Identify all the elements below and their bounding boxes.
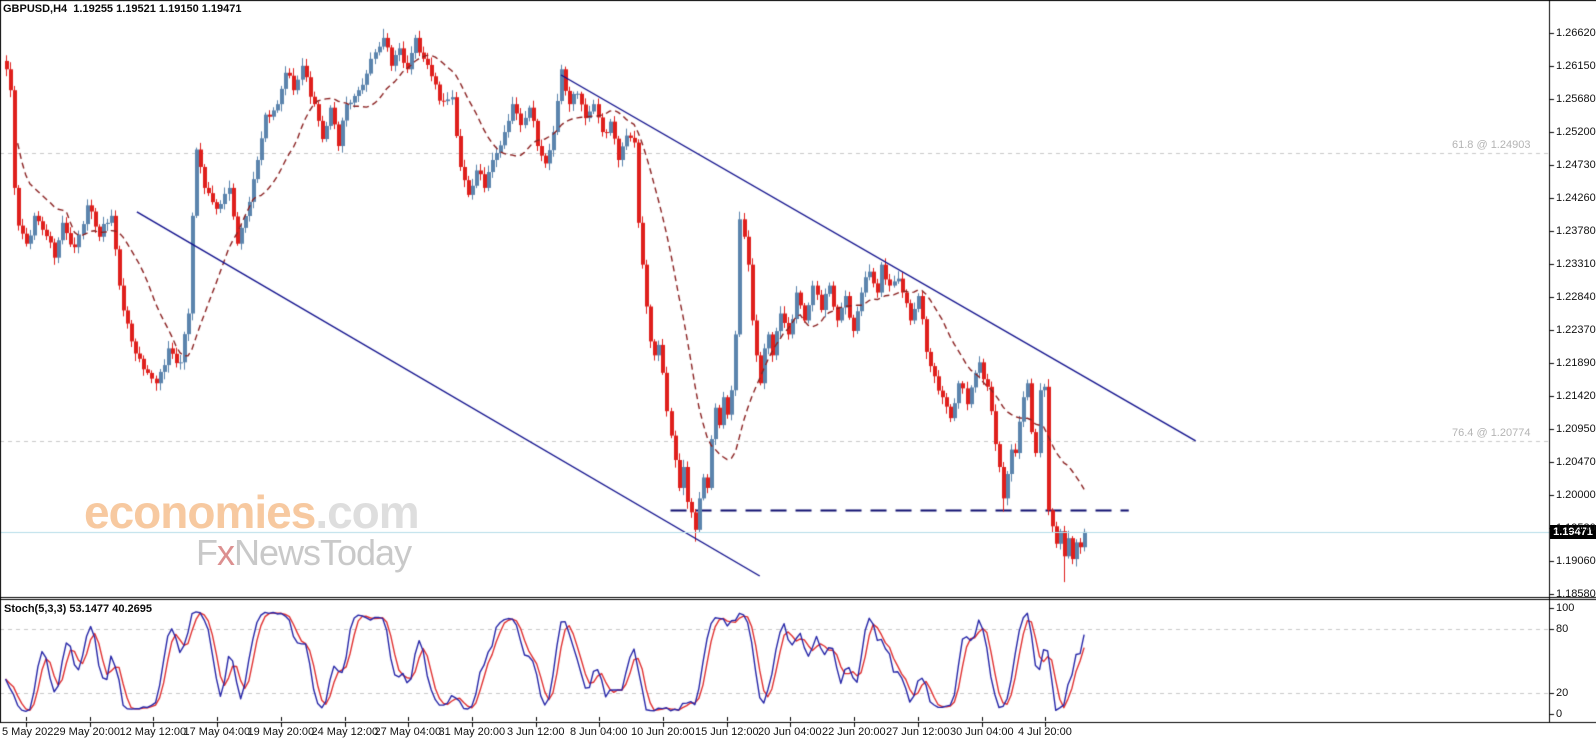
watermark-brand-name: economies: [84, 486, 316, 538]
watermark-tagline: FxNewsToday: [196, 534, 504, 572]
watermark: economies.com FxNewsToday: [84, 488, 504, 572]
watermark-tagline-rest: NewsToday: [234, 532, 412, 573]
time-axis[interactable]: [0, 722, 1596, 743]
watermark-brand-suffix: .com: [315, 486, 419, 538]
price-axis[interactable]: [1549, 0, 1596, 722]
watermark-tagline-f: F: [196, 532, 218, 573]
watermark-brand: economies.com: [84, 488, 504, 536]
stochastic-pane[interactable]: [0, 600, 1549, 721]
watermark-tagline-x: x: [217, 532, 235, 573]
